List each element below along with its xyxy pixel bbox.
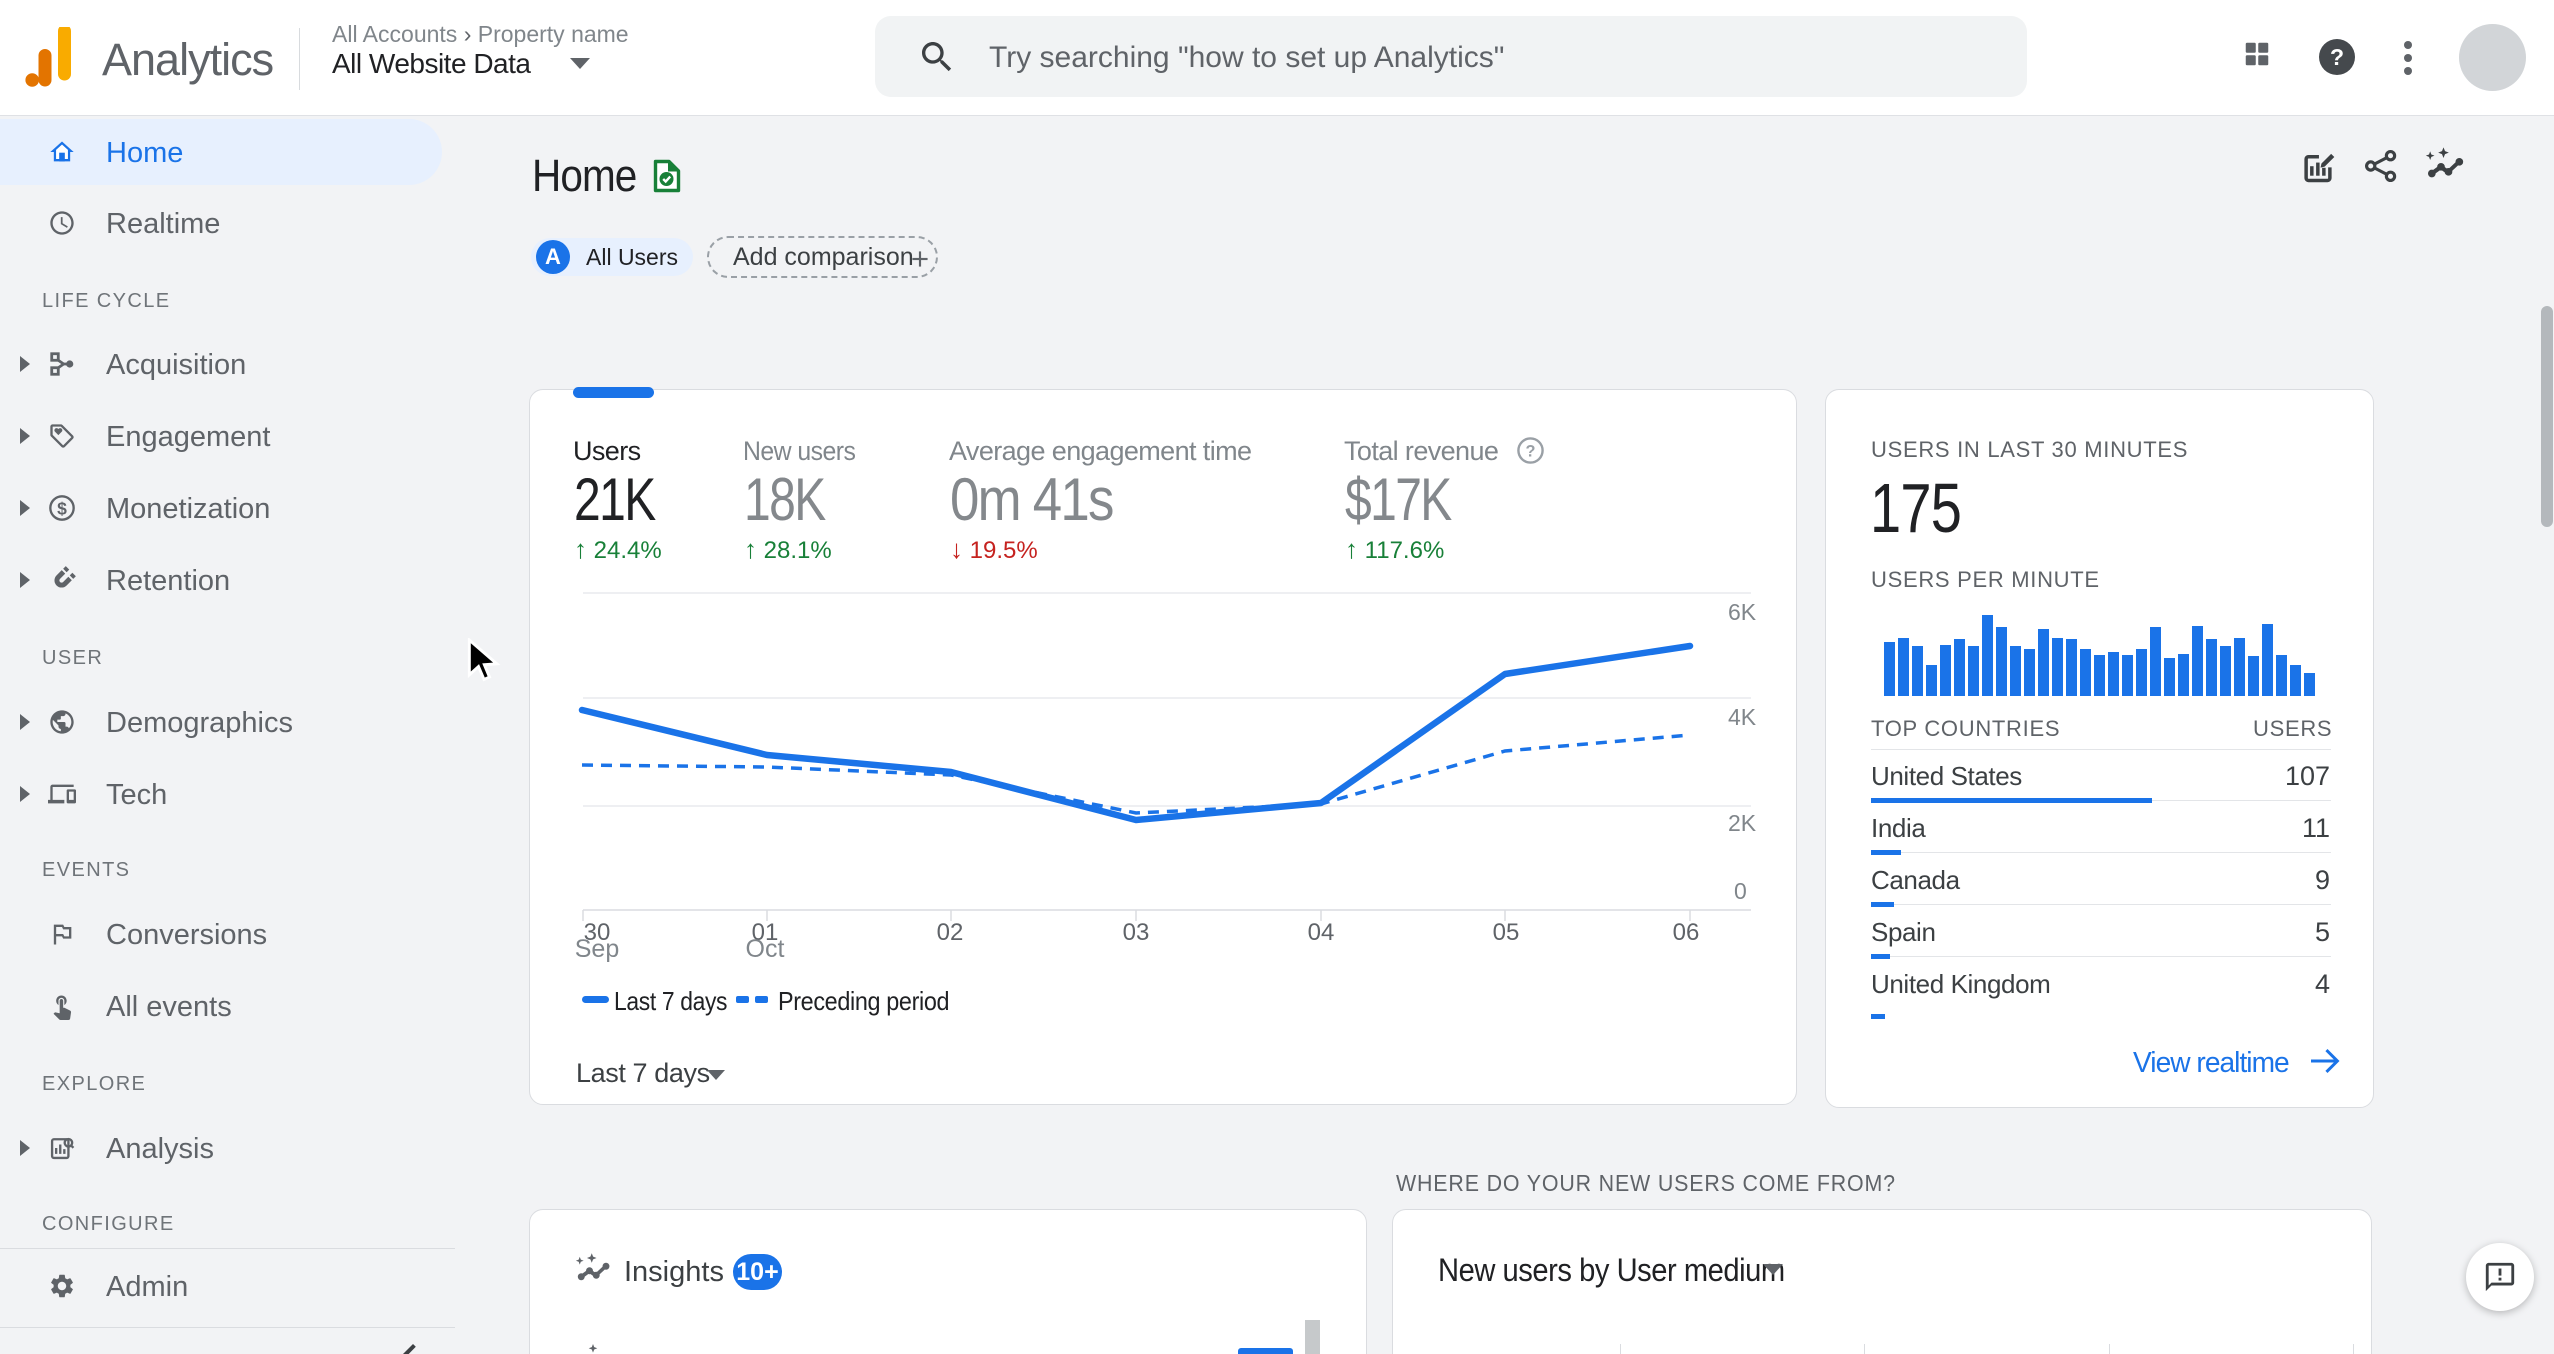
- svg-text:?: ?: [2330, 44, 2344, 70]
- svg-text:?: ?: [1526, 443, 1536, 461]
- svg-text:$: $: [57, 498, 67, 518]
